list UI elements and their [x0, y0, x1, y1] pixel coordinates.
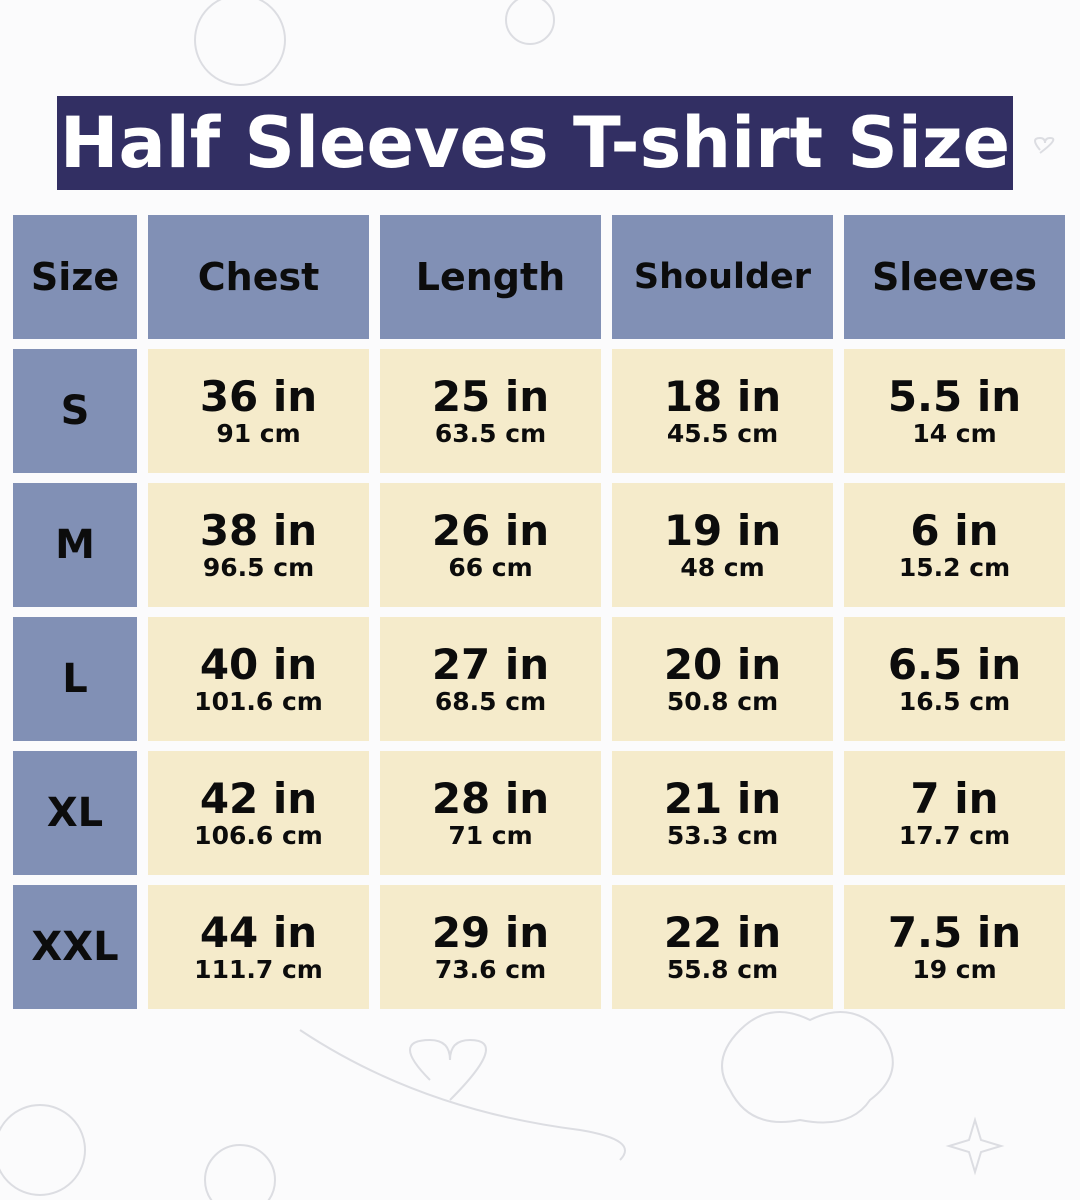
inch-value: 27 in	[431, 640, 550, 689]
inch-value: 29 in	[431, 908, 550, 957]
cm-value: 48 cm	[680, 553, 765, 582]
chest-cell: 38 in 96.5 cm	[148, 483, 369, 607]
inch-value: 7 in	[910, 774, 999, 823]
inch-value: 20 in	[663, 640, 782, 689]
length-cell: 29 in 73.6 cm	[380, 885, 601, 1009]
size-label: XXL	[13, 885, 137, 1009]
cm-value: 91 cm	[216, 419, 301, 448]
chest-cell: 42 in 106.6 cm	[148, 751, 369, 875]
inch-value: 22 in	[663, 908, 782, 957]
cm-value: 15.2 cm	[898, 553, 1011, 582]
sheep-doodle	[721, 1011, 894, 1124]
sparkle-doodle	[945, 1116, 1005, 1176]
inch-value: 7.5 in	[887, 908, 1022, 957]
inch-value: 6 in	[910, 506, 999, 555]
header-chest: Chest	[148, 215, 369, 339]
header-sleeves: Sleeves	[844, 215, 1065, 339]
cm-value: 66 cm	[448, 553, 533, 582]
inch-value: 38 in	[199, 506, 318, 555]
header-length: Length	[380, 215, 601, 339]
shoulder-cell: 22 in 55.8 cm	[612, 885, 833, 1009]
inch-value: 25 in	[431, 372, 550, 421]
heart-doodle	[1034, 136, 1055, 154]
size-label: XL	[13, 751, 137, 875]
header-shoulder: Shoulder	[612, 215, 833, 339]
inch-value: 28 in	[431, 774, 550, 823]
shoulder-cell: 20 in 50.8 cm	[612, 617, 833, 741]
cm-value: 19 cm	[912, 955, 997, 984]
sleeves-cell: 6.5 in 16.5 cm	[844, 617, 1065, 741]
cm-value: 53.3 cm	[666, 821, 779, 850]
cm-value: 68.5 cm	[434, 687, 547, 716]
shoulder-cell: 21 in 53.3 cm	[612, 751, 833, 875]
inch-value: 36 in	[199, 372, 318, 421]
yarn-string-doodle	[299, 1029, 626, 1161]
cm-value: 55.8 cm	[666, 955, 779, 984]
cm-value: 45.5 cm	[666, 419, 779, 448]
sleeves-cell: 5.5 in 14 cm	[844, 349, 1065, 473]
cm-value: 71 cm	[448, 821, 533, 850]
shoulder-cell: 18 in 45.5 cm	[612, 349, 833, 473]
sleeves-cell: 7 in 17.7 cm	[844, 751, 1065, 875]
page-title: Half Sleeves T-shirt Size	[57, 96, 1013, 190]
sleeves-cell: 7.5 in 19 cm	[844, 885, 1065, 1009]
yarn-ball-doodle	[194, 0, 286, 86]
size-label: M	[13, 483, 137, 607]
shoulder-cell: 19 in 48 cm	[612, 483, 833, 607]
inch-value: 6.5 in	[887, 640, 1022, 689]
button-doodle	[505, 0, 555, 45]
inch-value: 18 in	[663, 372, 782, 421]
chest-cell: 40 in 101.6 cm	[148, 617, 369, 741]
inch-value: 21 in	[663, 774, 782, 823]
length-cell: 28 in 71 cm	[380, 751, 601, 875]
inch-value: 44 in	[199, 908, 318, 957]
inch-value: 42 in	[199, 774, 318, 823]
inch-value: 26 in	[431, 506, 550, 555]
cm-value: 50.8 cm	[666, 687, 779, 716]
length-cell: 27 in 68.5 cm	[380, 617, 601, 741]
cm-value: 101.6 cm	[194, 687, 323, 716]
cm-value: 73.6 cm	[434, 955, 547, 984]
cm-value: 96.5 cm	[202, 553, 315, 582]
yarn-ball-doodle	[0, 1104, 86, 1196]
size-label: L	[13, 617, 137, 741]
header-size: Size	[13, 215, 137, 339]
cm-value: 63.5 cm	[434, 419, 547, 448]
chest-cell: 36 in 91 cm	[148, 349, 369, 473]
length-cell: 25 in 63.5 cm	[380, 349, 601, 473]
cm-value: 111.7 cm	[194, 955, 323, 984]
size-table: Size Chest Length Shoulder Sleeves S 36 i…	[13, 215, 1065, 1009]
cm-value: 106.6 cm	[194, 821, 323, 850]
inch-value: 40 in	[199, 640, 318, 689]
sleeves-cell: 6 in 15.2 cm	[844, 483, 1065, 607]
yarn-ball-doodle	[204, 1144, 276, 1200]
chest-cell: 44 in 111.7 cm	[148, 885, 369, 1009]
length-cell: 26 in 66 cm	[380, 483, 601, 607]
inch-value: 19 in	[663, 506, 782, 555]
cm-value: 17.7 cm	[898, 821, 1011, 850]
heart-doodle	[409, 1038, 487, 1101]
size-label: S	[13, 349, 137, 473]
inch-value: 5.5 in	[887, 372, 1022, 421]
cm-value: 16.5 cm	[898, 687, 1011, 716]
cm-value: 14 cm	[912, 419, 997, 448]
